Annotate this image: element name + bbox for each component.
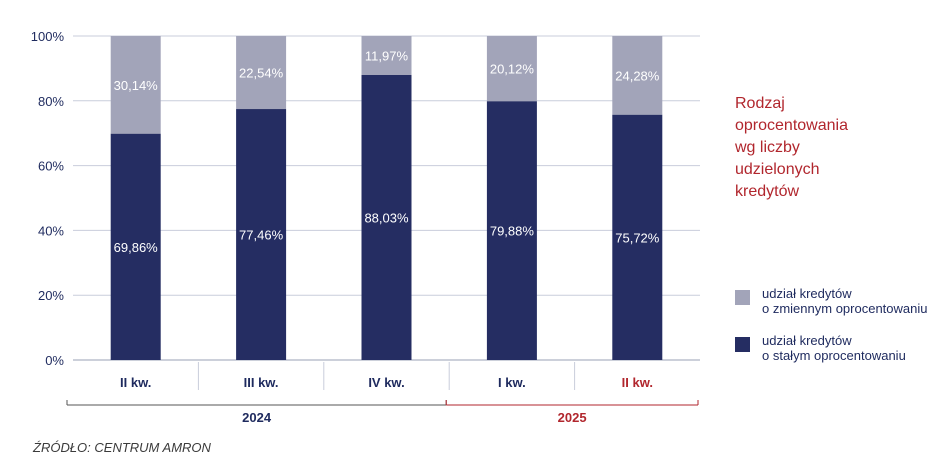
data-label: 75,72% bbox=[615, 230, 660, 245]
data-label: 88,03% bbox=[364, 210, 409, 225]
bars: 69,86% 30,14% 77,46% 22,54% 88,03% 11,97% 79,8… bbox=[110, 36, 663, 361]
legend-swatch-variable bbox=[735, 290, 750, 305]
year-group-label: 2025 bbox=[558, 410, 587, 425]
bar-segment-fixed bbox=[612, 114, 663, 360]
data-label: 79,88% bbox=[490, 224, 535, 239]
bar-segment-variable bbox=[361, 36, 412, 75]
side-title-line: oprocentowania bbox=[735, 117, 848, 134]
year-group-label: 2024 bbox=[242, 410, 272, 425]
x-category-label: III kw. bbox=[244, 375, 279, 390]
bar-segment-fixed bbox=[361, 74, 412, 360]
axes: 0% 20% 40% 60% 80% 100% II kw. III kw. IV kw. I k… bbox=[31, 29, 699, 425]
x-category-label: IV kw. bbox=[368, 375, 404, 390]
bar-segment-variable bbox=[110, 36, 161, 134]
y-tick-label: 40% bbox=[38, 223, 64, 238]
source-note: ŹRÓDŁO: CENTRUM AMRON bbox=[33, 440, 211, 455]
y-tick-label: 60% bbox=[38, 159, 64, 174]
legend-label-fixed: udział kredytów o stałym oprocentowaniu bbox=[762, 333, 906, 363]
data-label: 22,54% bbox=[239, 66, 284, 81]
data-label: 30,14% bbox=[114, 78, 159, 93]
side-title-line: kredytów bbox=[735, 183, 800, 200]
x-category-label: I kw. bbox=[498, 375, 526, 390]
legend-line: o zmiennym oprocentowaniu bbox=[762, 301, 928, 316]
bar-segment-variable bbox=[486, 36, 537, 102]
bar-segment-fixed bbox=[486, 101, 537, 361]
data-label: 11,97% bbox=[365, 48, 409, 63]
legend-line: udział kredytów bbox=[762, 286, 852, 301]
legend-swatch-fixed bbox=[735, 337, 750, 352]
y-tick-label: 80% bbox=[38, 94, 64, 109]
side-title-line: wg liczby bbox=[735, 139, 800, 156]
x-category-label: II kw. bbox=[622, 375, 653, 390]
y-tick-label: 20% bbox=[38, 288, 64, 303]
data-label: 77,46% bbox=[239, 228, 284, 243]
chart-side-title: Rodzaj oprocentowania wg liczby udzielon… bbox=[735, 93, 925, 203]
y-tick-label: 0% bbox=[45, 353, 64, 368]
side-title-line: udzielonych bbox=[735, 161, 820, 178]
data-label: 20,12% bbox=[490, 62, 535, 77]
bar-segment-fixed bbox=[236, 109, 287, 360]
side-title-line: Rodzaj bbox=[735, 95, 785, 112]
legend-line: udział kredytów bbox=[762, 333, 852, 348]
y-tick-label: 100% bbox=[31, 29, 65, 44]
data-label: 24,28% bbox=[615, 68, 660, 83]
bar-segment-variable bbox=[612, 36, 663, 115]
data-label: 69,86% bbox=[114, 240, 159, 255]
bar-segment-variable bbox=[236, 36, 287, 110]
x-category-label: II kw. bbox=[120, 375, 151, 390]
legend-label-variable: udział kredytów o zmiennym oprocentowani… bbox=[762, 286, 927, 316]
legend-line: o stałym oprocentowaniu bbox=[762, 348, 906, 363]
bar-segment-fixed bbox=[110, 133, 161, 360]
